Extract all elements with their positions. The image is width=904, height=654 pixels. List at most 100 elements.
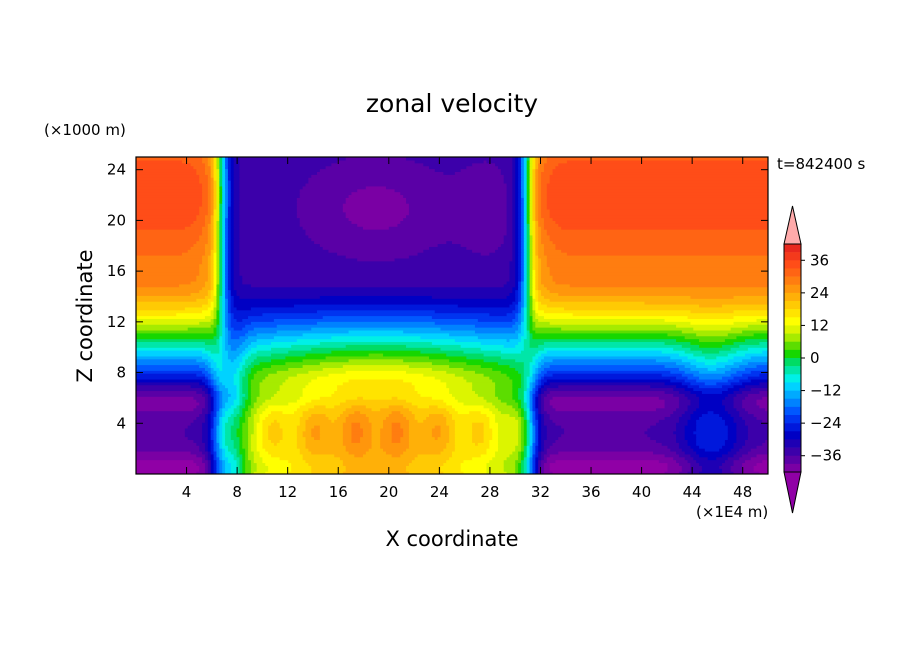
contour-cell	[239, 407, 243, 412]
contour-cell	[520, 306, 525, 311]
contour-cell	[535, 203, 539, 207]
contour-cell	[446, 370, 476, 374]
contour-cell	[518, 174, 522, 178]
contour-cell	[664, 404, 680, 409]
contour-cell	[541, 410, 548, 415]
contour-cell	[535, 283, 539, 288]
contour-cell	[523, 450, 528, 455]
contour-cell	[515, 471, 519, 474]
contour-cell	[213, 260, 218, 265]
contour-cell	[242, 456, 246, 461]
contour-cell	[202, 425, 209, 429]
contour-cell	[253, 471, 266, 474]
contour-cell	[319, 243, 439, 247]
contour-cell	[296, 433, 304, 438]
contour-cell	[230, 260, 235, 265]
contour-cell	[759, 341, 768, 345]
contour-cell	[227, 306, 232, 311]
contour-cell	[242, 364, 249, 368]
contour-cell	[526, 168, 531, 173]
contour-cell	[305, 425, 315, 429]
contour-cell	[532, 358, 536, 363]
contour-cell	[213, 286, 218, 291]
contour-cell	[733, 396, 746, 400]
contour-cell	[225, 289, 229, 294]
x-tick-label: 28	[480, 483, 499, 501]
contour-cell	[541, 378, 548, 383]
contour-cell	[520, 237, 525, 242]
contour-cell	[661, 373, 683, 377]
contour-cell	[466, 246, 499, 250]
colorbar-label: −36	[810, 447, 842, 465]
contour-cell	[722, 401, 735, 406]
contour-cell	[529, 338, 677, 343]
contour-cell	[219, 269, 223, 273]
contour-cell	[222, 289, 226, 294]
contour-cell	[489, 419, 496, 423]
contour-cell	[305, 459, 344, 464]
contour-cell	[506, 231, 513, 236]
contour-cell	[227, 269, 232, 273]
y-tick-label: 12	[107, 313, 126, 331]
contour-cell	[342, 422, 353, 426]
contour-cell	[210, 266, 215, 270]
contour-cell	[204, 465, 209, 469]
contour-cell	[136, 165, 195, 170]
contour-cell	[727, 410, 740, 415]
contour-cell	[486, 471, 508, 474]
contour-cell	[506, 456, 519, 461]
contour-cell	[233, 191, 241, 196]
contour-cell	[518, 180, 522, 184]
contour-cell	[449, 387, 473, 392]
contour-cell	[440, 468, 462, 472]
contour-cell	[242, 387, 249, 392]
contour-cell	[136, 422, 192, 426]
contour-cell	[520, 462, 525, 466]
y-axis-unit: (×1000 m)	[44, 121, 126, 139]
contour-cell	[449, 439, 456, 443]
contour-cell	[291, 344, 347, 348]
contour-cell	[222, 257, 226, 262]
contour-cell	[529, 162, 534, 167]
contour-cell	[509, 338, 522, 343]
contour-cell	[520, 416, 525, 420]
contour-cell	[523, 240, 528, 245]
contour-cell	[532, 269, 536, 273]
contour-cell	[316, 321, 436, 325]
colorbar-label: 12	[810, 316, 829, 334]
contour-cell	[520, 465, 525, 469]
contour-cell	[227, 223, 232, 227]
contour-cell	[742, 358, 768, 363]
contour-cell	[227, 416, 235, 420]
contour-cell	[222, 292, 226, 296]
contour-cell	[222, 185, 226, 190]
contour-cell	[216, 275, 220, 279]
contour-cell	[543, 422, 557, 426]
contour-cell	[248, 433, 252, 438]
contour-cell	[431, 367, 465, 371]
contour-cell	[385, 185, 508, 190]
contour-cell	[518, 289, 522, 294]
contour-cell	[302, 364, 344, 368]
contour-cell	[518, 171, 522, 175]
contour-cell	[408, 407, 447, 412]
contour-cell	[216, 448, 220, 452]
contour-cell	[535, 200, 539, 204]
contour-cell	[207, 465, 212, 469]
contour-cell	[518, 168, 522, 173]
contour-cell	[385, 450, 404, 455]
contour-cell	[262, 436, 269, 441]
contour-cell	[538, 200, 542, 204]
contour-cell	[216, 295, 220, 299]
contour-cell	[222, 471, 226, 474]
contour-cell	[250, 459, 255, 464]
contour-cell	[210, 471, 215, 474]
contour-cell	[526, 456, 531, 461]
contour-cell	[207, 462, 212, 466]
contour-cell	[538, 439, 542, 443]
contour-cell	[480, 252, 490, 256]
contour-cell	[213, 234, 218, 239]
contour-cell	[722, 399, 735, 403]
contour-cell	[210, 312, 215, 317]
contour-cell	[538, 231, 542, 236]
